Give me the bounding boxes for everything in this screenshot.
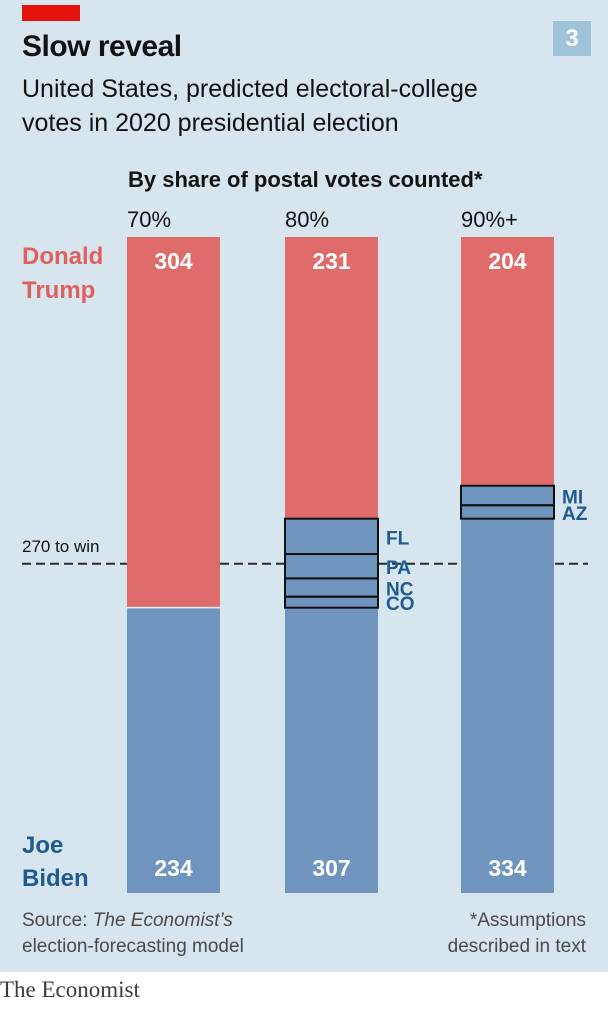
chart-subtitle: United States, predicted electoral-colle…	[22, 72, 542, 140]
legend-biden-line2: Biden	[22, 865, 89, 892]
swing-state-box	[460, 504, 555, 520]
category-label: 90%+	[461, 207, 518, 232]
bar-trump	[461, 237, 554, 486]
subtitle-line-2: votes in 2020 presidential election	[22, 109, 399, 137]
category-label: 80%	[285, 207, 329, 232]
section-title: By share of postal votes counted*	[128, 167, 483, 192]
note-line-2: described in text	[448, 936, 587, 957]
subtitle-line-1: United States, predicted electoral-colle…	[22, 75, 478, 103]
value-label-biden: 334	[488, 855, 527, 881]
swing-state-label: PA	[386, 558, 411, 579]
bar-biden	[127, 607, 220, 893]
value-label-biden: 234	[154, 855, 193, 881]
source-line-2: election-forecasting model	[22, 936, 244, 957]
swing-state-label: CO	[386, 594, 415, 615]
swing-state-box	[284, 595, 379, 609]
swing-state-label: FL	[386, 528, 410, 549]
swing-state-label: NC	[386, 580, 414, 601]
bar-biden	[461, 485, 554, 893]
stacked-bar-chart: By share of postal votes counted* 270 to …	[22, 167, 588, 957]
value-label-trump: 204	[488, 248, 527, 274]
source-prefix: Source:	[22, 910, 93, 931]
swing-state-label: MI	[562, 487, 583, 508]
source-line-1: Source: The Economist’s	[22, 910, 233, 931]
source-publication: The Economist’s	[93, 910, 234, 931]
note-line-1: *Assumptions	[470, 910, 586, 931]
value-label-biden: 307	[312, 855, 350, 881]
legend-trump-line1: Donald	[22, 243, 103, 270]
legend-biden-line1: Joe	[22, 832, 63, 859]
category-label: 70%	[127, 207, 171, 232]
value-label-trump: 231	[312, 248, 351, 274]
threshold-label: 270 to win	[22, 537, 100, 556]
bar-trump	[127, 237, 220, 608]
swing-state-label: AZ	[562, 504, 588, 525]
red-tag-logo	[22, 5, 80, 21]
legend-trump-line2: Trump	[22, 277, 95, 304]
bar-biden	[285, 518, 378, 893]
bar-trump	[285, 237, 378, 519]
chart-title: Slow reveal	[22, 30, 182, 63]
chart-number-badge: 3	[553, 21, 591, 56]
economist-brand: The Economist	[0, 977, 140, 1002]
value-label-trump: 304	[154, 248, 193, 274]
